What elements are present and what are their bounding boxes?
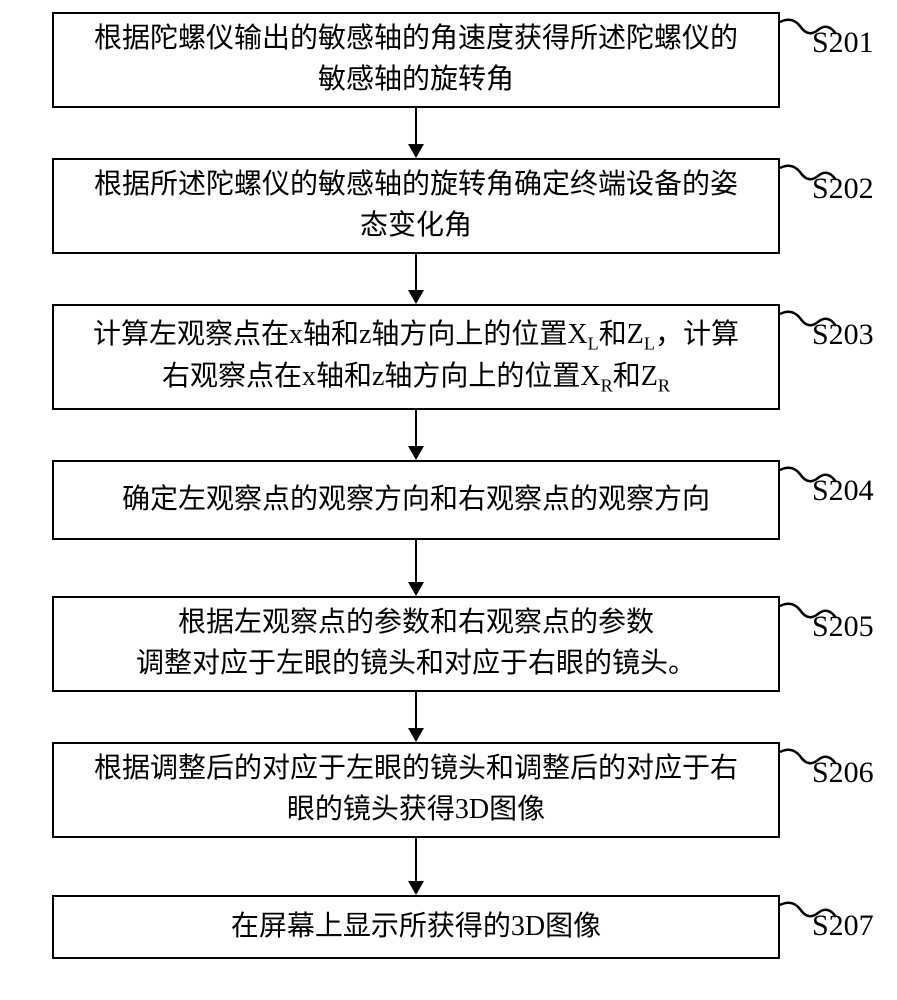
flow-box-text: 根据所述陀螺仪的敏感轴的旋转角确定终端设备的姿 态变化角 (94, 165, 738, 246)
arrow-line (415, 108, 417, 146)
step-label-s207: S207 (812, 909, 874, 943)
arrow-head-icon (408, 728, 424, 742)
step-label-s205: S205 (812, 610, 874, 644)
flow-box-text: 根据调整后的对应于左眼的镜头和调整后的对应于右 眼的镜头获得3D图像 (94, 749, 738, 830)
arrow-line (415, 692, 417, 730)
flowchart-canvas: 根据陀螺仪输出的敏感轴的角速度获得所述陀螺仪的 敏感轴的旋转角 S201 根据所述陀… (0, 0, 897, 1000)
step-label-s204: S204 (812, 474, 874, 508)
arrow-head-icon (408, 144, 424, 158)
step-label-s202: S202 (812, 172, 874, 206)
arrow-line (415, 254, 417, 292)
flow-box-text: 根据陀螺仪输出的敏感轴的角速度获得所述陀螺仪的 敏感轴的旋转角 (94, 19, 738, 100)
flow-box-s201: 根据陀螺仪输出的敏感轴的角速度获得所述陀螺仪的 敏感轴的旋转角 (52, 12, 780, 108)
arrow-line (415, 838, 417, 883)
flow-box-s206: 根据调整后的对应于左眼的镜头和调整后的对应于右 眼的镜头获得3D图像 (52, 742, 780, 838)
flow-box-text: 根据左观察点的参数和右观察点的参数 调整对应于左眼的镜头和对应于右眼的镜头。 (136, 603, 696, 684)
flow-box-text: 确定左观察点的观察方向和右观察点的观察方向 (122, 480, 710, 521)
step-label-s206: S206 (812, 756, 874, 790)
arrow-head-icon (408, 881, 424, 895)
arrow-line (415, 410, 417, 448)
flow-box-text: 在屏幕上显示所获得的3D图像 (231, 907, 601, 948)
flow-box-s202: 根据所述陀螺仪的敏感轴的旋转角确定终端设备的姿 态变化角 (52, 158, 780, 254)
flow-box-s207: 在屏幕上显示所获得的3D图像 (52, 895, 780, 959)
arrow-head-icon (408, 582, 424, 596)
flow-box-s204: 确定左观察点的观察方向和右观察点的观察方向 (52, 460, 780, 540)
step-label-s201: S201 (812, 26, 874, 60)
arrow-head-icon (408, 446, 424, 460)
arrow-head-icon (408, 290, 424, 304)
flow-box-s203: 计算左观察点在x轴和z轴方向上的位置XL和ZL，计算右观察点在x轴和z轴方向上的… (52, 304, 780, 410)
flow-box-text: 计算左观察点在x轴和z轴方向上的位置XL和ZL，计算右观察点在x轴和z轴方向上的… (93, 315, 739, 399)
arrow-line (415, 540, 417, 584)
step-label-s203: S203 (812, 318, 874, 352)
flow-box-s205: 根据左观察点的参数和右观察点的参数 调整对应于左眼的镜头和对应于右眼的镜头。 (52, 596, 780, 692)
